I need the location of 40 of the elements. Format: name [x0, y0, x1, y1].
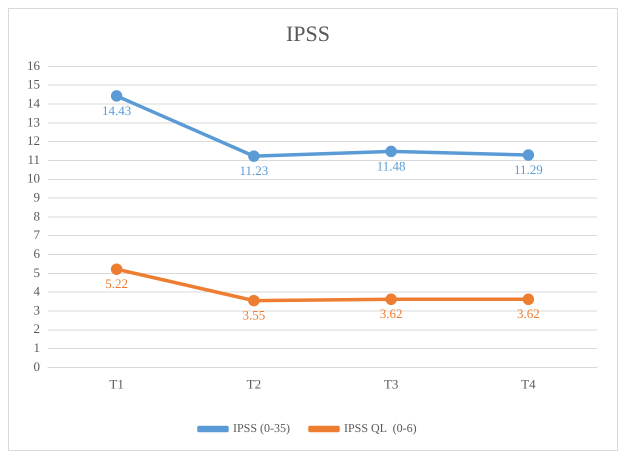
point [522, 294, 534, 306]
y-tick-label: 9 [34, 190, 40, 205]
y-tick-label: 7 [34, 227, 40, 242]
y-tick-label: 13 [27, 114, 40, 130]
data-label: 11.29 [514, 162, 543, 177]
data-label: 3.62 [517, 306, 540, 322]
chart-title: IPSS [286, 20, 330, 46]
y-tick-label: 0 [34, 358, 40, 374]
x-tick-label: T3 [384, 376, 398, 392]
y-tick-label: 8 [34, 208, 40, 224]
y-tick-label: 11 [27, 152, 40, 167]
legend-label: IPSS (0-35) [232, 421, 290, 436]
point [110, 263, 122, 275]
data-label: 3.62 [380, 306, 402, 322]
point [522, 149, 534, 161]
x-tick-label: T1 [109, 376, 124, 392]
y-tick-label: 1 [34, 340, 40, 356]
legend-label: IPSS QL (0-6) [344, 421, 417, 436]
data-label: 11.23 [239, 163, 268, 178]
y-tick-label: 4 [34, 284, 40, 299]
y-tick-label: 3 [34, 302, 40, 318]
y-tick-label: 15 [27, 76, 40, 92]
y-tick-label: 16 [27, 58, 40, 73]
y-tick-label: 14 [27, 95, 40, 110]
point [385, 294, 397, 306]
point [248, 294, 260, 306]
y-tick-label: 5 [34, 264, 40, 280]
point [248, 150, 260, 162]
point [385, 146, 397, 158]
y-tick-label: 12 [27, 133, 40, 148]
x-tick-label: T4 [521, 376, 536, 392]
data-label: 3.55 [242, 308, 266, 323]
data-label: 14.43 [102, 102, 132, 118]
y-tick-label: 10 [27, 170, 40, 186]
data-label: 11.48 [376, 158, 406, 174]
y-tick-label: 6 [34, 246, 40, 261]
data-label: 5.22 [105, 276, 128, 292]
point [110, 90, 122, 102]
y-tick-label: 2 [34, 321, 40, 336]
x-tick-label: T2 [246, 376, 262, 392]
